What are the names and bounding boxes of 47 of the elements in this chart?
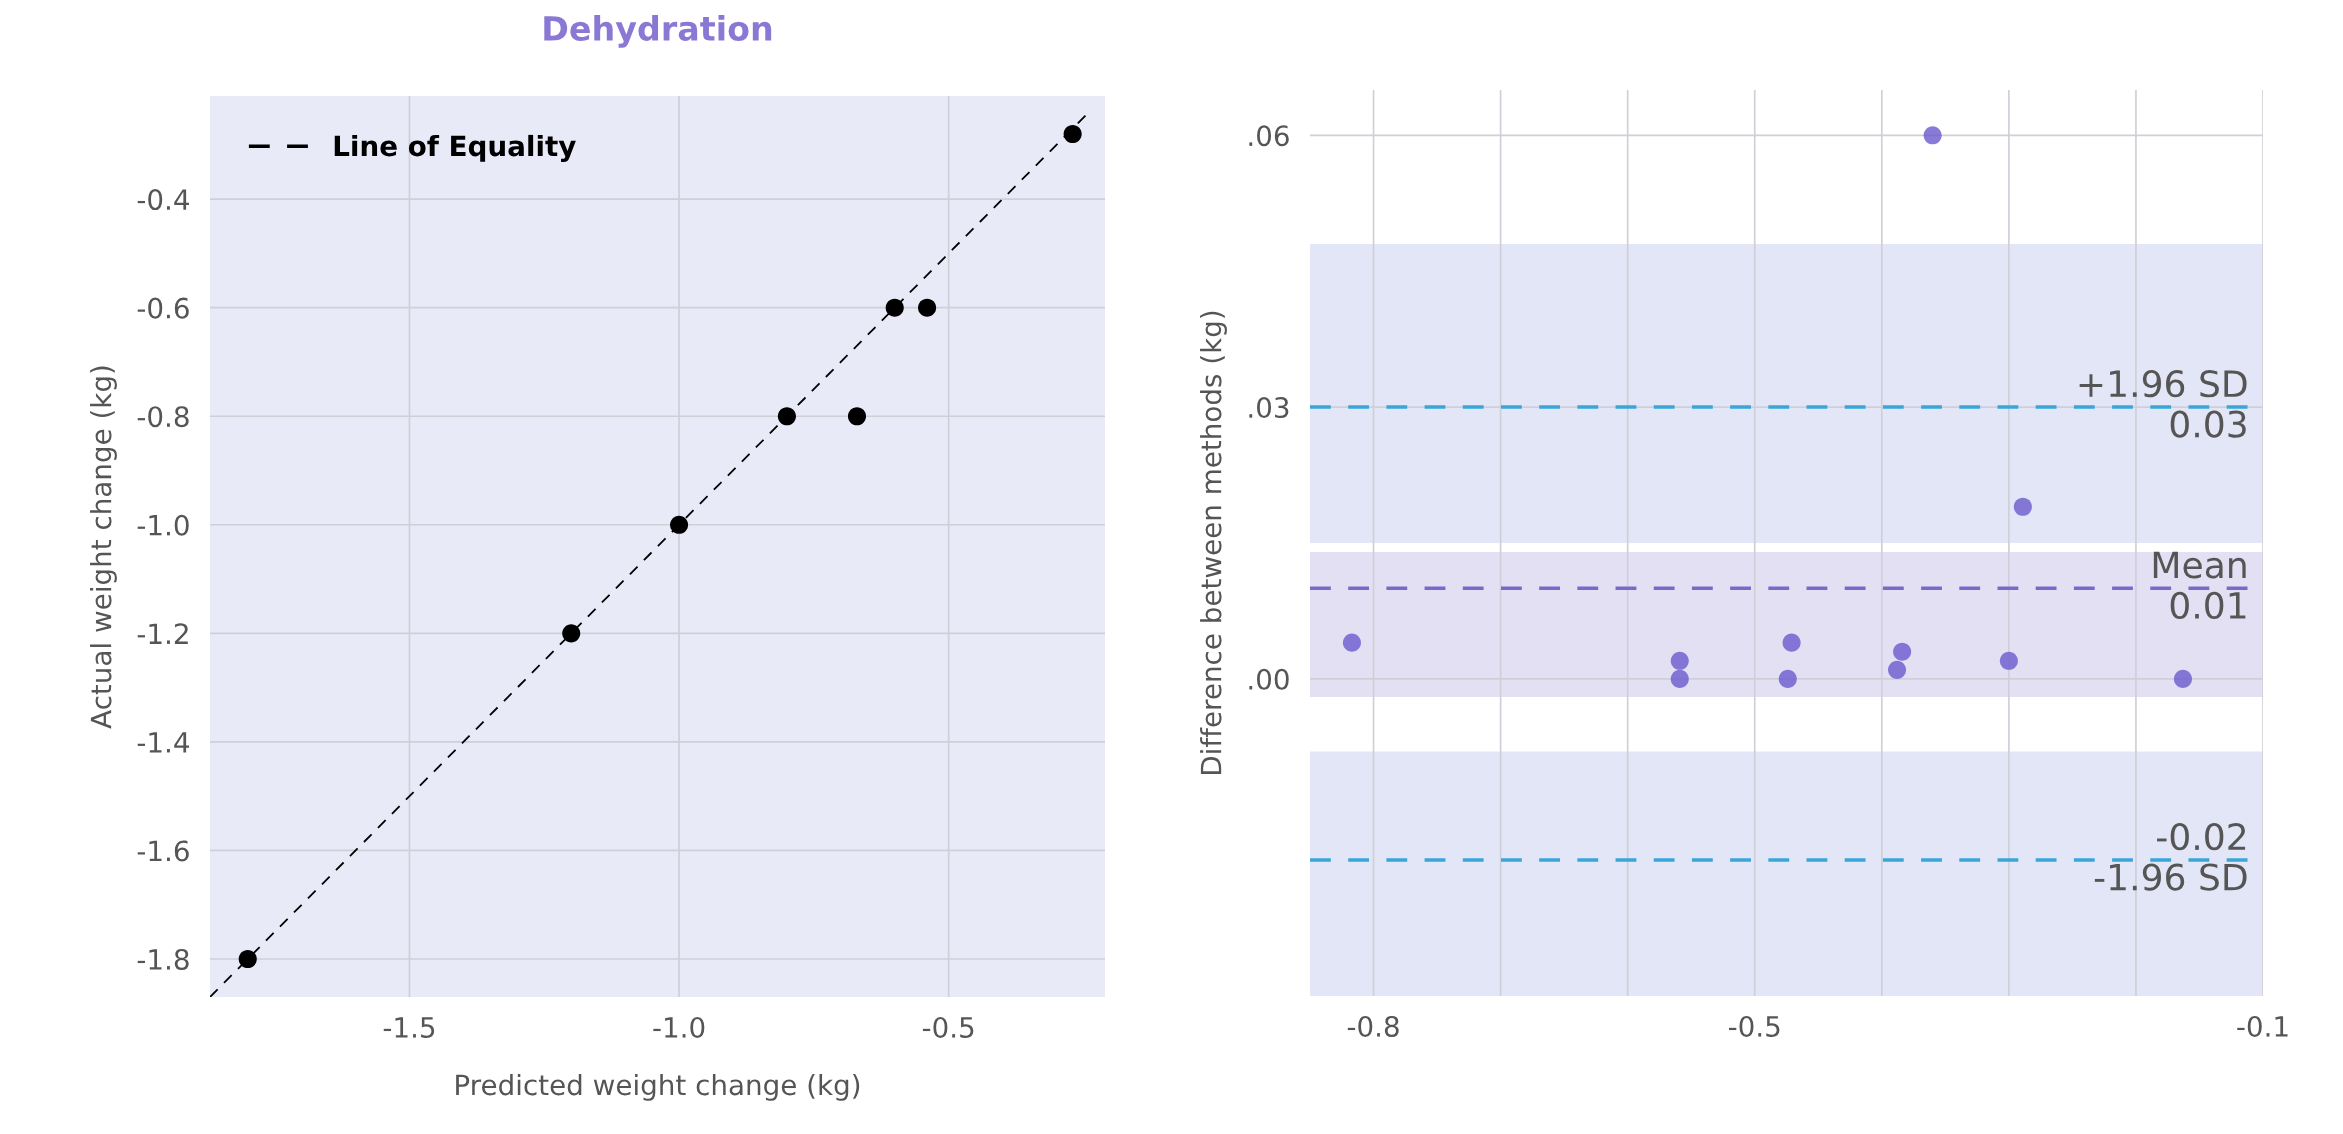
x-tick-label: -0.1: [2237, 1015, 2288, 1037]
annotation: 0.03: [2170, 410, 2246, 438]
ref-line-label: +1.96 SD: [2079, 370, 2247, 398]
x-tick-label: -0.8: [1347, 1015, 1399, 1037]
y-tick-label: -1.0: [137, 514, 189, 536]
point: [1999, 651, 2018, 670]
y-axis-title: Difference between methods (kg): [1200, 311, 1227, 774]
point: [777, 407, 796, 426]
legend-label: Line of Equality: [334, 134, 576, 162]
point: [1923, 126, 1942, 145]
y-tick-label: .06: [1249, 125, 1289, 147]
y-tick-label: -0.8: [137, 406, 189, 428]
x-tick-label: -0.5: [1728, 1015, 1780, 1037]
point: [1342, 633, 1361, 652]
point: [1778, 669, 1797, 688]
y-tick-label: .03: [1249, 397, 1289, 419]
y-tick-label: -1.6: [137, 840, 189, 862]
point: [562, 624, 581, 643]
point: [1670, 651, 1689, 670]
ref-line-label: Mean: [2153, 551, 2246, 579]
point: [847, 407, 867, 426]
y-tick-label: -1.4: [137, 732, 189, 753]
point: [918, 298, 937, 317]
point: [1782, 633, 1801, 652]
point: [2173, 669, 2192, 688]
y-tick-label: .00: [1249, 668, 1289, 690]
point: [1670, 669, 1689, 688]
point: [885, 298, 904, 317]
point: [2013, 497, 2032, 516]
chart-title: Dehydration: [544, 15, 772, 48]
x-tick-label: -1.0: [653, 1016, 705, 1038]
y-tick-label: -1.8: [137, 948, 189, 970]
y-tick-label: -0.6: [137, 297, 189, 319]
point: [238, 949, 257, 969]
y-tick-label: -1.2: [137, 623, 188, 644]
point: [670, 515, 689, 534]
x-tick-label: -0.5: [922, 1016, 974, 1038]
annotation: -0.02: [2157, 823, 2246, 851]
x-axis-title: Predicted weight change (kg): [456, 1073, 860, 1101]
x-tick-label: -1.5: [383, 1017, 435, 1038]
annotation: 0.01: [2170, 591, 2246, 619]
point: [1887, 660, 1907, 679]
point: [1063, 124, 1082, 144]
y-tick-label: -0.4: [137, 189, 189, 211]
y-axis-title: Actual weight change (kg): [90, 366, 117, 729]
point: [1893, 642, 1912, 661]
ref-line-label: -1.96 SD: [2094, 863, 2247, 891]
